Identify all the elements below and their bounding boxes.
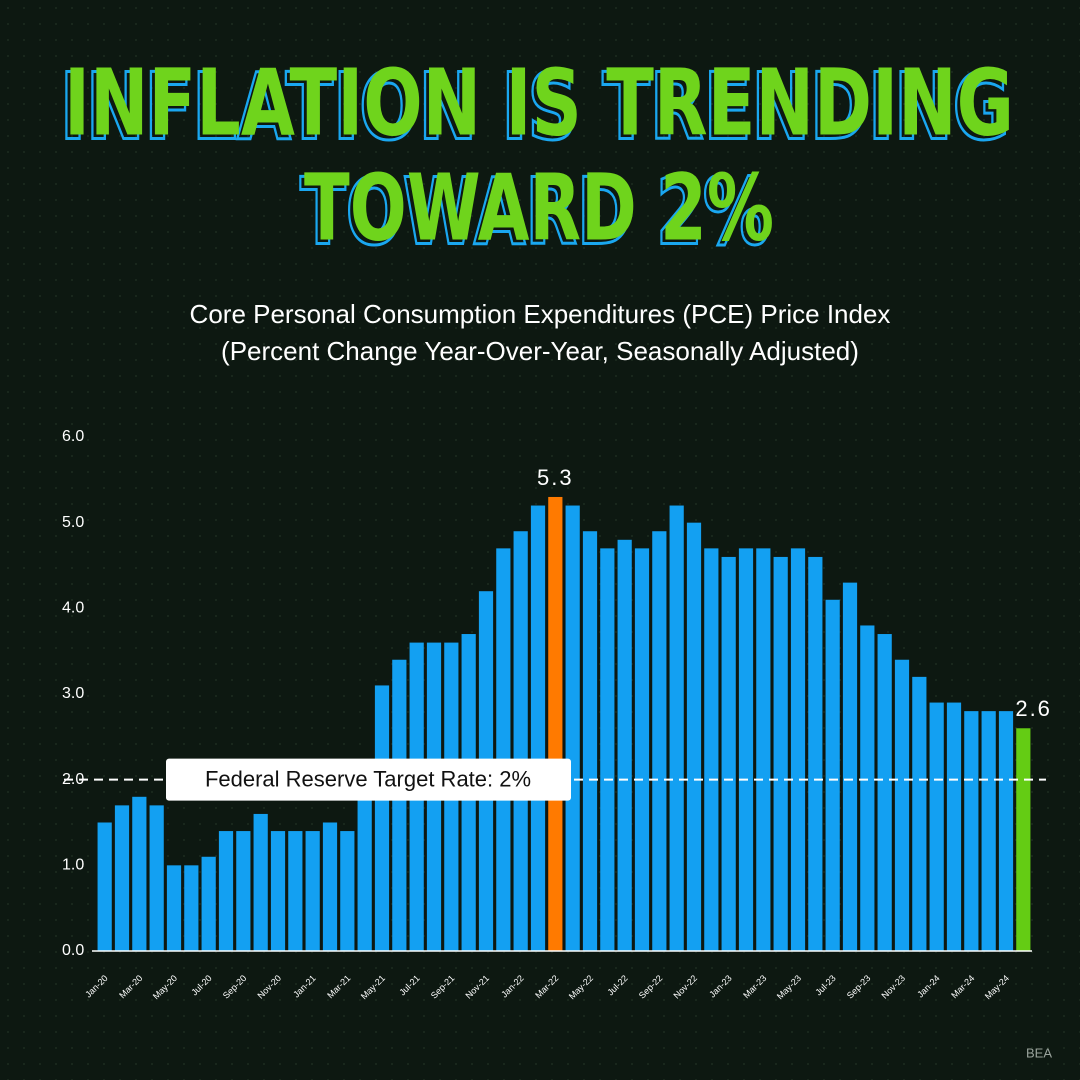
bar [288, 831, 303, 951]
bar [634, 548, 650, 951]
reference-label-box [166, 758, 571, 801]
bar [773, 556, 788, 951]
bar [253, 813, 268, 951]
bar [374, 685, 390, 951]
bar [981, 711, 996, 951]
bar [600, 548, 615, 951]
subtitle: (Percent Change Year-Over-Year, Seasonal… [221, 336, 859, 366]
y-tick-label: 0.0 [62, 942, 84, 959]
bar [530, 505, 546, 951]
chart-title: TOWARD 2% [304, 154, 774, 261]
bar [946, 702, 962, 951]
bar [132, 796, 147, 951]
chart-title: INFLATION IS TRENDING [64, 49, 1014, 156]
bar [652, 531, 667, 951]
bar [149, 805, 164, 951]
bar [392, 659, 407, 951]
y-tick-label: 3.0 [62, 685, 84, 702]
bar [825, 599, 840, 951]
bar [894, 659, 910, 951]
bar [860, 625, 875, 951]
bar [201, 856, 216, 951]
y-tick-label: 2.0 [62, 771, 84, 788]
bar [357, 779, 372, 951]
bar [218, 831, 234, 951]
bar [669, 505, 684, 951]
subtitle: Core Personal Consumption Expenditures (… [190, 299, 891, 329]
title-group: INFLATION IS TRENDING TOWARD 2% INFLATIO… [59, 49, 1015, 267]
title-shadow: TOWARD 2% [300, 158, 770, 265]
bar [842, 582, 858, 951]
y-tick-label: 5.0 [62, 514, 84, 531]
bar [305, 831, 320, 951]
bar [1016, 728, 1031, 951]
bar [513, 531, 528, 951]
bar [322, 822, 338, 951]
bar [184, 865, 199, 951]
y-tick-label: 6.0 [62, 428, 84, 445]
bar [964, 711, 979, 951]
reference-label: Federal Reserve Target Rate: 2% [205, 766, 531, 791]
bar [738, 548, 754, 951]
source: BEA [1026, 1045, 1052, 1060]
bar [617, 539, 632, 951]
bar [114, 805, 130, 951]
bar [704, 548, 719, 951]
bar [270, 831, 286, 951]
bar [877, 634, 892, 951]
bar [166, 865, 182, 951]
bar [756, 548, 771, 951]
data-label: 2.6 [1015, 696, 1052, 721]
bar [998, 711, 1014, 951]
bar [790, 548, 806, 951]
bar [721, 556, 736, 951]
bar [340, 831, 355, 951]
bar [548, 496, 563, 951]
y-tick-label: 1.0 [62, 857, 84, 874]
data-label: 5.3 [537, 465, 574, 490]
bar [929, 702, 944, 951]
bar [582, 531, 598, 951]
bar [686, 522, 702, 951]
y-tick-label: 4.0 [62, 600, 84, 617]
bar [912, 676, 927, 951]
bar [97, 822, 112, 951]
bar [496, 548, 511, 951]
bar [565, 505, 580, 951]
bar [808, 556, 823, 951]
bar [236, 831, 251, 951]
title-shadow: INFLATION IS TRENDING [60, 53, 1010, 160]
